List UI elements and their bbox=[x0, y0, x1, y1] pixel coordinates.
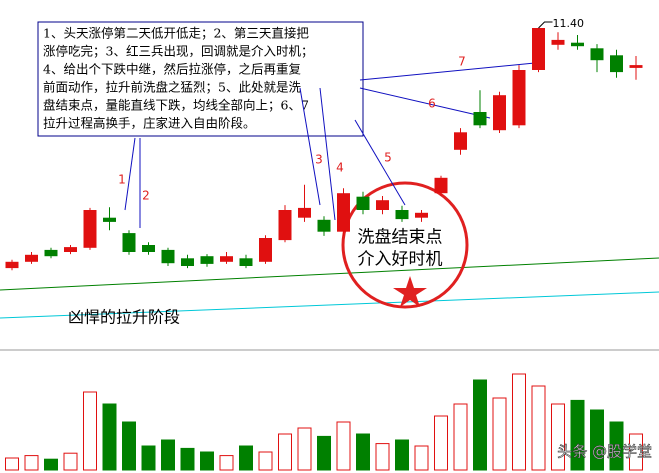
candle-body bbox=[532, 28, 545, 70]
volume-bar bbox=[83, 391, 97, 471]
candle-body bbox=[181, 258, 194, 266]
candle-body bbox=[493, 95, 506, 131]
volume-bar bbox=[512, 373, 526, 471]
volume-bar bbox=[453, 403, 468, 471]
volume-bar bbox=[258, 451, 273, 471]
candle-body bbox=[44, 249, 58, 257]
candle-body bbox=[395, 210, 409, 220]
candle-body bbox=[473, 112, 487, 126]
volume-bar bbox=[200, 451, 214, 471]
candle-body bbox=[610, 55, 623, 73]
volume-bar bbox=[141, 445, 156, 471]
candle-body bbox=[317, 219, 331, 232]
candle-body bbox=[161, 249, 175, 264]
volume-bar bbox=[375, 443, 390, 471]
candle-body bbox=[259, 238, 272, 262]
volume-bar bbox=[356, 433, 370, 471]
volume-bar bbox=[473, 379, 487, 471]
note-line: 拉升过程高换手，庄家进入自由阶段。 bbox=[43, 116, 256, 131]
candle-body bbox=[5, 261, 19, 269]
note-line: 涨停吃完；3、红三兵出现，回调就是介入时机； bbox=[43, 44, 313, 59]
step-marker: 1 bbox=[118, 173, 126, 187]
candle-body bbox=[200, 256, 214, 264]
step-marker: 5 bbox=[384, 151, 392, 165]
volume-bar bbox=[180, 447, 195, 471]
candle-body bbox=[122, 233, 136, 252]
candle-body bbox=[415, 212, 428, 218]
volume-bar bbox=[492, 397, 507, 471]
volume-bar bbox=[434, 415, 448, 471]
candle-body bbox=[220, 256, 233, 262]
volume-bar bbox=[395, 439, 409, 471]
high-pointer bbox=[538, 21, 553, 29]
volume-bar bbox=[336, 421, 351, 471]
callout: 洗盘结束点 bbox=[358, 228, 443, 248]
candle-body bbox=[551, 39, 565, 45]
stage-label: 凶悍的拉升阶段 bbox=[68, 308, 180, 327]
long-ma bbox=[0, 257, 659, 291]
highlight-circle bbox=[341, 181, 469, 309]
candle-body bbox=[337, 193, 350, 232]
step-marker: 4 bbox=[336, 161, 344, 175]
step-marker: 6 bbox=[428, 97, 436, 111]
note-line: 盘结束点，量能直线下跌，均线全部向上；6、7 bbox=[43, 98, 309, 113]
note-line: 1、头天涨停第二天低开低走；2、第三天直接把 bbox=[43, 26, 309, 41]
volume-bar bbox=[609, 421, 624, 471]
volume-bar bbox=[414, 445, 429, 471]
note-line: 前面动作，拉升前洗盘之猛烈；5、此处就是洗 bbox=[43, 80, 301, 95]
long-ma bbox=[0, 291, 659, 319]
candle-body bbox=[376, 200, 389, 210]
volume-bar bbox=[219, 455, 234, 471]
note-line: 4、给出个下跌中继，然后拉涨停，之后再重复 bbox=[43, 62, 301, 77]
volume-bar bbox=[5, 457, 19, 471]
step-marker: 3 bbox=[315, 153, 323, 167]
volume-bar bbox=[629, 433, 643, 471]
candle-body bbox=[629, 65, 643, 68]
volume-bar bbox=[102, 403, 117, 471]
candle-body bbox=[25, 254, 38, 262]
volume-bar bbox=[590, 409, 604, 471]
volume-bar bbox=[317, 435, 331, 471]
volume-bar bbox=[24, 455, 39, 471]
candle-body bbox=[298, 207, 311, 218]
candle-body bbox=[64, 247, 77, 252]
volume-bar bbox=[551, 403, 565, 471]
candle-body bbox=[356, 196, 370, 210]
volume-bar bbox=[122, 421, 136, 471]
volume-bar bbox=[239, 445, 253, 471]
volume-bar bbox=[161, 439, 175, 471]
volume-bar bbox=[63, 452, 78, 471]
step-marker: 7 bbox=[458, 55, 466, 69]
candle-body bbox=[239, 258, 253, 266]
note-frame bbox=[37, 21, 364, 137]
volume-bar bbox=[570, 399, 585, 471]
candle-body bbox=[590, 48, 604, 61]
candle-body bbox=[83, 210, 97, 248]
candle-body bbox=[278, 210, 292, 241]
candle-body bbox=[103, 217, 116, 222]
watermark: 头条 @股学堂 bbox=[557, 443, 652, 461]
volume-bar bbox=[297, 427, 312, 471]
star bbox=[393, 276, 427, 307]
volume-bar bbox=[44, 458, 58, 471]
arrows bbox=[124, 61, 546, 228]
volume-bar bbox=[531, 385, 546, 471]
candle-body bbox=[571, 42, 584, 47]
candle-body bbox=[142, 245, 155, 252]
volume-bar bbox=[278, 433, 292, 471]
step-marker: 2 bbox=[142, 189, 150, 203]
candle-body bbox=[454, 132, 467, 150]
callout: 介入好时机 bbox=[358, 250, 443, 270]
candle-body bbox=[434, 177, 448, 194]
candle-body bbox=[512, 70, 526, 126]
note-box: 1、头天涨停第二天低开低走；2、第三天直接把涨停吃完；3、红三兵出现，回调就是介… bbox=[37, 21, 364, 137]
high-label: 11.40 bbox=[553, 17, 585, 30]
